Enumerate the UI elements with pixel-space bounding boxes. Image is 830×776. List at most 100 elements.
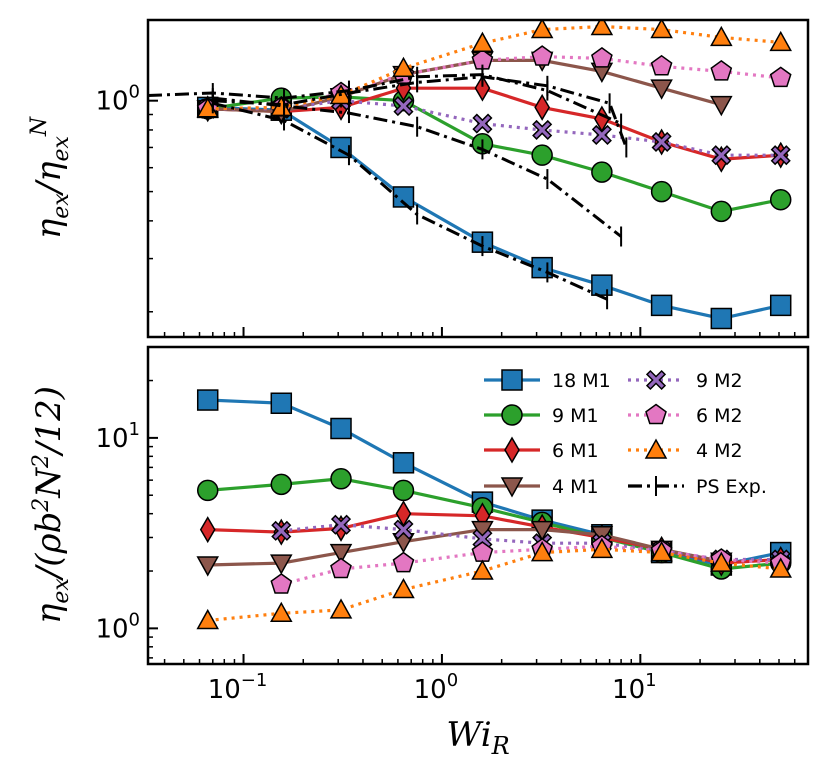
data-point-18-m1 (392, 186, 415, 208)
data-point-6-m1 (534, 93, 551, 121)
data-point-6-m2 (531, 45, 553, 66)
data-point-4-m2 (392, 56, 415, 78)
data-point-9-m2 (591, 124, 612, 146)
legend-label: 9 M2 (696, 370, 743, 392)
data-point-4-m1 (196, 556, 219, 577)
legend-marker-6-m1 (504, 436, 520, 464)
data-point-6-m2 (392, 551, 415, 573)
data-point-4-m2 (270, 601, 293, 623)
data-point-4-m2 (471, 31, 494, 52)
data-point-9-m1 (531, 144, 553, 166)
bottom-y-axis-label: ηex/(ρb2N2/12) (29, 386, 74, 624)
legend-label: 6 M1 (552, 440, 599, 462)
y-tick-label: 100 (95, 82, 140, 117)
x-tick-label: 100 (414, 670, 459, 705)
series-line-4-m2-6 (207, 24, 781, 111)
data-point-9-m2 (532, 119, 553, 141)
legend-marker-4-m2 (644, 438, 668, 459)
data-point-9-m2 (770, 145, 791, 166)
data-point-4-m2 (650, 20, 673, 39)
legend-item-18-m1: 18 M1 (484, 369, 611, 392)
data-point-18-m1 (196, 389, 219, 411)
data-point-18-m1 (591, 274, 613, 296)
top-panel: 100 (95, 18, 810, 339)
data-point-4-m2 (471, 559, 494, 580)
bottom-panel: 100 101 (95, 345, 810, 666)
data-point-6-m2 (330, 557, 352, 579)
x-tick-label: 10−1 (208, 670, 268, 705)
data-point-18-m1 (330, 417, 352, 440)
legend-item-4-m2: 4 M2 (628, 438, 743, 462)
legend-marker-9-m1 (501, 404, 523, 426)
data-point-6-m2 (710, 59, 733, 81)
data-point-4-m2 (650, 541, 673, 562)
top-x-ticks (163, 327, 809, 337)
data-point-4-m2 (530, 20, 554, 39)
legend-label: 18 M1 (552, 370, 611, 392)
x-axis-label: WiR (446, 715, 509, 760)
series-line-6-m2-5 (207, 54, 781, 111)
bottom-y-ticks (148, 346, 158, 659)
data-point-18-m1 (270, 392, 293, 414)
data-point-6-m2 (650, 54, 673, 76)
data-point-6-m2 (769, 66, 792, 88)
data-point-4-m1 (329, 543, 353, 565)
data-point-9-m1 (650, 180, 673, 203)
legend-label: 9 M1 (552, 405, 599, 427)
data-point-9-m1 (769, 188, 792, 211)
data-point-4-m2 (710, 25, 733, 47)
data-point-9-m2 (711, 145, 732, 166)
series-line-18-m1-0 (207, 105, 782, 321)
legend-item-ps-exp: PS Exp. (628, 476, 767, 498)
legend-label: 6 M2 (696, 405, 743, 427)
data-point-4-m2 (769, 30, 792, 52)
data-point-6-m2 (591, 46, 613, 68)
data-point-6-m1 (199, 516, 216, 544)
data-point-9-m2 (271, 520, 292, 541)
series-line-ps-exp-7 (148, 73, 622, 125)
data-point-6-m1 (474, 74, 491, 102)
data-point-9-m2 (472, 113, 493, 134)
legend-marker-4-m1 (500, 477, 524, 498)
data-point-6-m2 (270, 573, 293, 594)
legend: 18 M1 9 M1 6 M1 4 M1 9 M2 6 M2 4 M2 PS Exp. (484, 369, 767, 498)
data-point-18-m1 (392, 452, 415, 474)
series-line-9-m1-1 (207, 95, 782, 214)
series-line-9-m2-4 (281, 523, 781, 562)
data-point-4-m1 (530, 520, 554, 542)
top-y-axis-label: ηex/ηexN (27, 116, 74, 239)
bottom-x-ticks (163, 654, 809, 664)
data-point-4-m2 (710, 551, 733, 572)
series-line-18-m1-0 (207, 398, 782, 567)
bottom-axes-frame (146, 345, 810, 666)
data-point-4-m2 (590, 20, 614, 36)
series-line-6-m1-2 (207, 86, 781, 161)
axis-labels: 10−1 100 101 WiR ηex/ηexN ηex/(ρb2N2/12) (27, 116, 657, 760)
legend-item-9-m1: 9 M1 (484, 404, 599, 427)
data-point-4-m1 (650, 79, 673, 100)
data-point-18-m1 (769, 294, 792, 317)
data-point-4-m2 (769, 557, 792, 578)
data-point-4-m2 (196, 608, 219, 630)
legend-item-6-m1: 6 M1 (484, 436, 599, 464)
data-point-4-m2 (530, 541, 554, 562)
legend-label: PS Exp. (696, 476, 767, 498)
x-tick-label: 101 (612, 670, 657, 705)
legend-marker-18-m1 (501, 369, 523, 391)
data-point-9-m1 (270, 473, 293, 496)
top-axes-frame (146, 18, 810, 339)
series-line-9-m2-4 (207, 99, 781, 157)
data-point-9-m1 (196, 479, 219, 502)
legend-item-4-m1: 4 M1 (484, 476, 599, 498)
data-point-9-m2 (330, 514, 352, 535)
data-point-9-m1 (392, 479, 415, 502)
legend-label: 4 M2 (696, 440, 743, 462)
data-point-9-m1 (591, 161, 613, 183)
legend-label: 4 M1 (552, 476, 599, 498)
data-point-9-m2 (393, 95, 414, 117)
series-line-6-m2-5 (280, 544, 781, 587)
top-y-ticks (148, 99, 158, 313)
data-point-4-m1 (270, 554, 293, 575)
data-point-4-m2 (590, 537, 614, 559)
data-point-18-m1 (650, 294, 673, 317)
